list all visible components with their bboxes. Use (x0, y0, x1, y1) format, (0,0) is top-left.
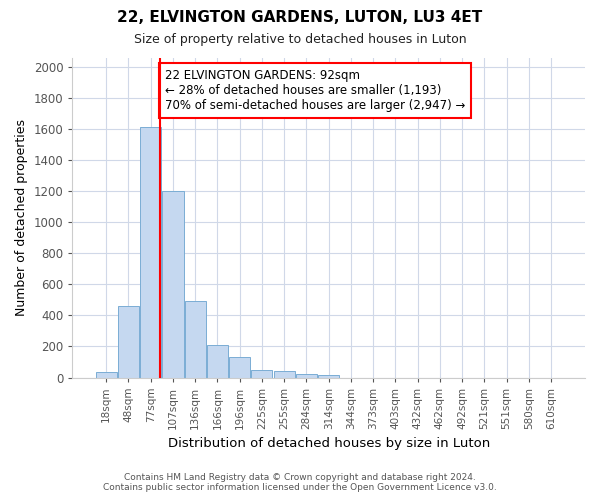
Bar (207, 345, 228, 378)
Bar (274, 372, 295, 378)
X-axis label: Distribution of detached houses by size in Luton: Distribution of detached houses by size … (167, 437, 490, 450)
Bar (95, 372, 117, 378)
Bar (229, 358, 250, 378)
Bar (118, 306, 139, 378)
Bar (140, 128, 161, 378)
Text: Size of property relative to detached houses in Luton: Size of property relative to detached ho… (134, 32, 466, 46)
Text: 22 ELVINGTON GARDENS: 92sqm
← 28% of detached houses are smaller (1,193)
70% of : 22 ELVINGTON GARDENS: 92sqm ← 28% of det… (164, 68, 465, 112)
Text: Contains HM Land Registry data © Crown copyright and database right 2024.
Contai: Contains HM Land Registry data © Crown c… (103, 473, 497, 492)
Bar (185, 302, 206, 378)
Bar (296, 374, 317, 378)
Bar (251, 370, 272, 378)
Text: 22, ELVINGTON GARDENS, LUTON, LU3 4ET: 22, ELVINGTON GARDENS, LUTON, LU3 4ET (118, 10, 482, 25)
Bar (163, 191, 184, 378)
Bar (318, 375, 339, 378)
Y-axis label: Number of detached properties: Number of detached properties (15, 119, 28, 316)
